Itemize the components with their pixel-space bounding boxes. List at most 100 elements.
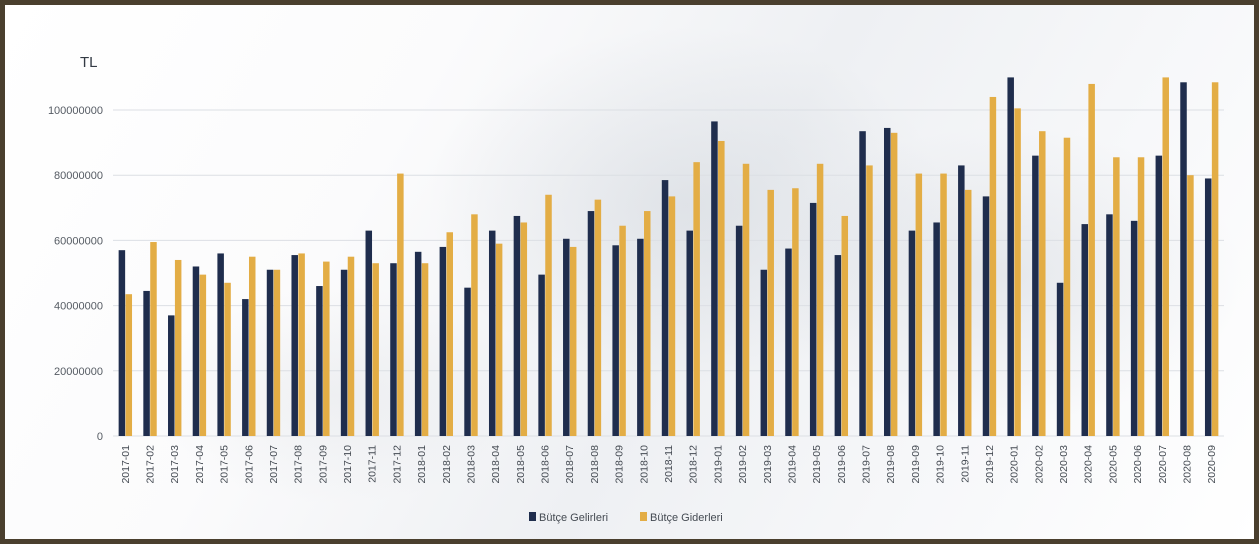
x-tick-label: 2020-08 (1181, 445, 1193, 484)
bar-butce-giderleri (644, 211, 651, 436)
bar-butce-giderleri (693, 162, 700, 436)
bar-butce-gelirleri (217, 253, 224, 436)
bar-butce-giderleri (890, 132, 898, 436)
y-tick-label: 40000000 (54, 301, 103, 313)
bar-butce-gelirleri (686, 230, 693, 436)
x-tick-label: 2018-05 (515, 445, 527, 484)
x-tick-label: 2019-09 (910, 445, 922, 484)
bar-butce-giderleri (1187, 175, 1194, 436)
x-tick-label: 2017-02 (145, 445, 157, 484)
bar-butce-giderleri (569, 246, 577, 436)
x-tick-label: 2017-08 (293, 445, 305, 484)
bar-butce-giderleri (742, 163, 750, 437)
bar-butce-giderleri (199, 274, 207, 436)
x-tick-label: 2018-07 (564, 445, 576, 484)
bar-butce-gelirleri (1130, 220, 1138, 436)
x-tick-label: 2020-01 (1009, 445, 1021, 484)
bar-butce-giderleri (520, 222, 528, 436)
bar-butce-gelirleri (933, 222, 940, 436)
bar-butce-gelirleri (884, 127, 891, 437)
x-tick-label: 2019-02 (737, 445, 749, 484)
bar-butce-gelirleri (192, 266, 200, 436)
x-tick-label: 2020-05 (1107, 445, 1119, 484)
legend-label-gelirleri: Bütçe Gelirleri (539, 512, 608, 524)
bar-butce-giderleri (372, 263, 379, 436)
legend-label-giderleri: Bütçe Giderleri (650, 512, 723, 524)
legend-swatch-giderleri (640, 512, 647, 521)
bar-butce-giderleri (1014, 108, 1021, 437)
y-axis-unit-label: TL (80, 54, 98, 71)
x-tick-label: 2018-04 (490, 445, 502, 484)
x-axis-ticks: 2017-01 2017-02 2017-03 2017-04 2017-05 2017-… (120, 445, 1218, 484)
x-tick-label: 2019-10 (935, 445, 947, 484)
bar-butce-giderleri (792, 188, 799, 436)
x-tick-label: 2017-12 (391, 445, 403, 484)
bar-butce-gelirleri (1106, 214, 1113, 436)
bar-butce-giderleri (915, 173, 923, 436)
bar-butce-gelirleri (711, 121, 718, 436)
bar-butce-giderleri (816, 163, 824, 437)
x-tick-label: 2017-06 (243, 445, 255, 484)
bar-butce-gelirleri (513, 215, 521, 436)
bar-butce-gelirleri (266, 269, 274, 436)
x-tick-label: 2019-04 (786, 445, 798, 484)
x-tick-label: 2017-10 (342, 445, 354, 484)
bar-butce-gelirleri (1032, 155, 1039, 436)
x-tick-label: 2020-02 (1033, 445, 1045, 484)
x-tick-label: 2018-06 (540, 445, 552, 484)
x-tick-label: 2019-12 (984, 445, 996, 484)
bar-butce-gelirleri (1155, 155, 1163, 436)
bar-butce-gelirleri (488, 230, 496, 436)
bar-butce-giderleri (668, 196, 676, 436)
bar-butce-giderleri (767, 189, 774, 436)
bar-butce-gelirleri (143, 290, 150, 436)
x-tick-label: 2017-11 (367, 445, 379, 483)
x-tick-label: 2019-05 (811, 445, 823, 484)
bar-butce-giderleri (594, 199, 602, 436)
bar-butce-gelirleri (1056, 282, 1064, 436)
bar-butce-gelirleri (365, 230, 373, 436)
x-tick-label: 2019-07 (861, 445, 873, 484)
bar-butce-giderleri (1113, 157, 1120, 436)
bar-butce-gelirleri (735, 225, 743, 436)
legend-swatch-gelirleri (529, 512, 536, 521)
bar-butce-giderleri (298, 253, 305, 436)
y-axis-ticks: 0 20000000 40000000 60000000 80000000 1000000… (48, 105, 103, 443)
x-tick-label: 2019-03 (762, 445, 774, 484)
x-tick-label: 2018-02 (441, 445, 453, 484)
bar-butce-giderleri (125, 294, 133, 436)
bar-butce-gelirleri (563, 238, 570, 436)
x-tick-label: 2020-07 (1157, 445, 1169, 484)
y-tick-label: 60000000 (54, 235, 103, 247)
x-tick-label: 2018-08 (589, 445, 601, 484)
bar-butce-giderleri (718, 140, 725, 436)
bar-butce-gelirleri (958, 165, 965, 437)
bar-butce-giderleri (1162, 77, 1169, 437)
x-tick-label: 2018-03 (465, 445, 477, 484)
bar-butce-gelirleri (316, 286, 323, 436)
x-tick-label: 2018-11 (663, 445, 675, 483)
bar-butce-gelirleri (1007, 77, 1014, 437)
bar-butce-gelirleri (908, 230, 916, 436)
bar-butce-giderleri (940, 173, 947, 436)
bar-butce-gelirleri (809, 202, 817, 436)
bar-butce-giderleri (397, 173, 404, 436)
x-tick-label: 2020-06 (1132, 445, 1144, 484)
x-tick-label: 2019-11 (959, 445, 971, 483)
bar-butce-giderleri (446, 232, 453, 436)
bar-butce-giderleri (471, 214, 478, 436)
bar-butce-gelirleri (859, 131, 866, 436)
bar-butce-giderleri (866, 165, 873, 437)
bars (118, 77, 1219, 437)
x-tick-label: 2017-03 (169, 445, 181, 484)
bar-butce-gelirleri (340, 269, 348, 436)
bar-butce-gelirleri (390, 263, 397, 436)
bar-butce-gelirleri (242, 299, 249, 436)
x-tick-label: 2018-09 (614, 445, 626, 484)
bar-butce-gelirleri (587, 211, 595, 436)
bar-butce-giderleri (174, 259, 182, 436)
x-tick-label: 2017-07 (268, 445, 280, 484)
bar-butce-gelirleri (1180, 82, 1187, 436)
x-tick-label: 2019-08 (885, 445, 897, 484)
